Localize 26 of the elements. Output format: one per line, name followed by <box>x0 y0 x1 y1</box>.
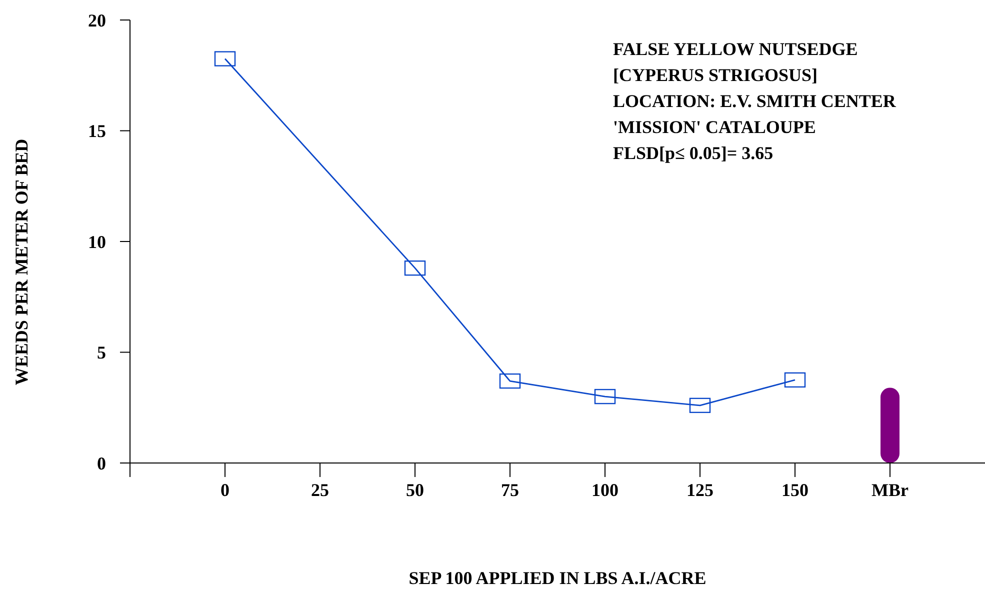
x-tick-label: MBr <box>872 480 909 500</box>
y-axis-title: WEEDS PER METER OF BED <box>12 138 32 386</box>
point <box>594 388 616 404</box>
x-tick-label: 150 <box>782 480 808 500</box>
point <box>214 51 236 66</box>
x-tick-label: 25 <box>311 480 329 500</box>
y-tick-label: 20 <box>88 10 106 30</box>
point <box>404 260 426 276</box>
x-tick-label: 75 <box>501 480 519 500</box>
annotation: FALSE YELLOW NUTSEDGE <box>613 38 859 61</box>
annotation: 'MISSION' CATALOUPE <box>613 116 817 139</box>
annotation: LOCATION: E.V. SMITH CENTER <box>613 90 896 113</box>
x-tick-label: 125 <box>686 480 714 500</box>
point <box>499 373 521 389</box>
x-tick-label: 100 <box>592 480 618 500</box>
annotation: [CYPERUS STRIGOSUS] <box>613 64 819 87</box>
x-tick-label: 0 <box>220 480 230 500</box>
point <box>689 398 711 414</box>
point <box>784 372 806 388</box>
y-tick-label: 0 <box>97 453 106 474</box>
x-axis-title: SEP 100 APPLIED IN LBS A.I./ACRE <box>408 568 708 589</box>
y-tick-label: 10 <box>88 232 106 252</box>
y-tick-label: 5 <box>97 342 106 363</box>
y-tick-label: 15 <box>88 121 106 142</box>
annotation: FLSD[p≤ 0.05]= 3.65 <box>613 142 774 165</box>
x-tick-label: 50 <box>406 480 424 500</box>
